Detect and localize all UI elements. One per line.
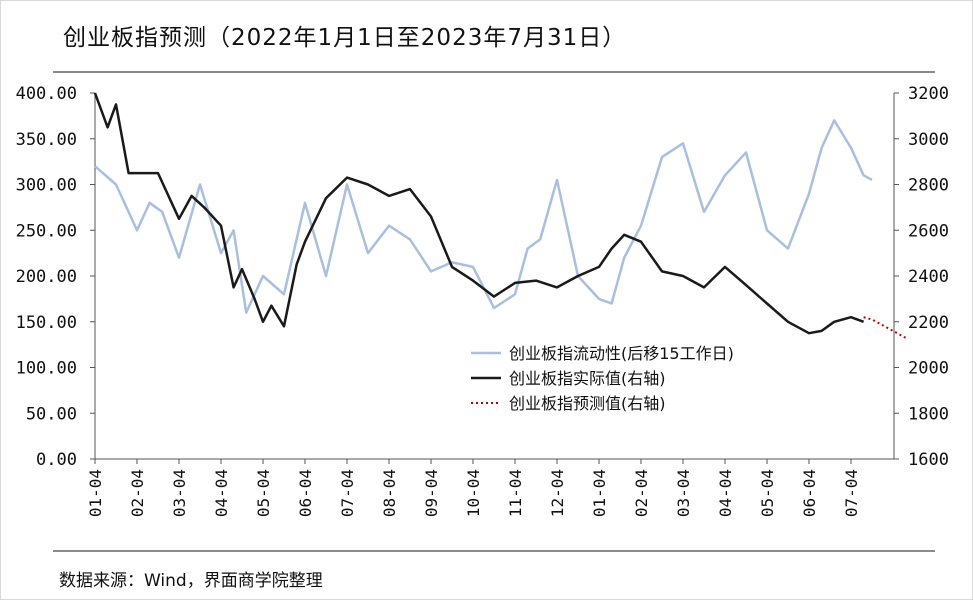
x-tick-label: 04-04 (716, 469, 735, 517)
y-left-tick-label: 200.00 (16, 267, 77, 287)
x-tick-label: 11-04 (506, 469, 525, 517)
top-rule (53, 71, 935, 73)
x-tick-label: 07-04 (842, 469, 861, 517)
legend: 创业板指流动性(后移15工作日) 创业板指实际值(右轴) 创业板指预测值(右轴) (471, 344, 734, 413)
x-tick-label: 01-04 (590, 469, 609, 517)
y-left-tick-label: 400.00 (16, 84, 77, 104)
legend-label: 创业板指实际值(右轴) (509, 369, 666, 388)
forecast-series-line (863, 316, 907, 339)
liquidity-series-line (94, 119, 873, 314)
x-tick-label: 07-04 (338, 469, 357, 517)
x-tick-label: 05-04 (758, 469, 777, 517)
x-tick-label: 03-04 (170, 469, 189, 517)
legend-label: 创业板指预测值(右轴) (509, 394, 666, 413)
x-tick-label: 12-04 (548, 469, 567, 517)
y-left-tick-label: 350.00 (16, 130, 77, 150)
x-tick-label: 06-04 (800, 469, 819, 517)
x-tick-label: 10-04 (464, 469, 483, 517)
y-right-tick-label: 3000 (908, 130, 949, 150)
x-tick-label: 02-04 (632, 469, 651, 517)
bottom-rule (53, 550, 935, 552)
x-tick-label: 04-04 (212, 469, 231, 517)
y-left-tick-label: 300.00 (16, 176, 77, 196)
x-tick-label: 09-04 (422, 469, 441, 517)
axes-group: 0.00 50.00 100.00 150.00 200.00 250.00 300.00 3… (16, 84, 949, 517)
y-left-tick-label: 150.00 (16, 313, 77, 333)
actual-series-line (93, 92, 865, 335)
y-left-tick-label: 250.00 (16, 221, 77, 241)
x-tick-label: 02-04 (128, 469, 147, 517)
x-tick-label: 03-04 (674, 469, 693, 517)
y-right-tick-label: 1600 (908, 450, 949, 470)
source-note: 数据来源：Wind，界面商学院整理 (59, 571, 323, 591)
legend-label: 创业板指流动性(后移15工作日) (509, 344, 734, 363)
series-group (93, 92, 907, 339)
chart-title: 创业板指预测（2022年1月1日至2023年7月31日） (63, 25, 627, 51)
y-right-tick-label: 2400 (908, 267, 949, 287)
y-right-tick-label: 2200 (908, 313, 949, 333)
y-left-tick-label: 0.00 (36, 450, 77, 470)
y-right-tick-label: 2000 (908, 359, 949, 379)
x-tick-label: 01-04 (86, 469, 105, 517)
y-right-tick-label: 2600 (908, 221, 949, 241)
y-right-tick-label: 2800 (908, 176, 949, 196)
y-right-tick-label: 3200 (908, 84, 949, 104)
x-tick-label: 06-04 (296, 469, 315, 517)
y-left-tick-label: 50.00 (26, 404, 77, 424)
x-tick-label: 05-04 (254, 469, 273, 517)
x-tick-label: 08-04 (380, 469, 399, 517)
y-left-tick-label: 100.00 (16, 359, 77, 379)
y-right-tick-label: 1800 (908, 404, 949, 424)
